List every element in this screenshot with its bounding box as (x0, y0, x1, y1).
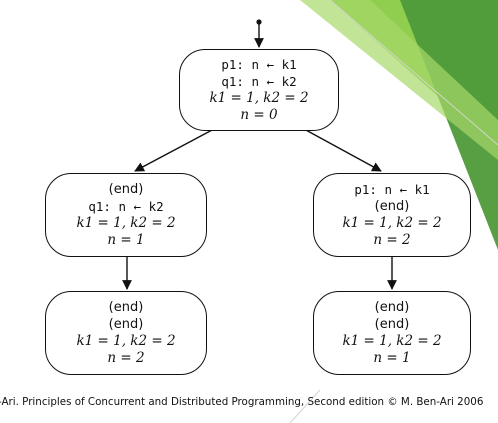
node-line: p1: n ← k1 (221, 57, 297, 72)
node-line: q1: n ← k2 (88, 199, 164, 214)
state-node-right-bottom: (end) (end) k1 = 1, k2 = 2 n = 1 (313, 291, 471, 375)
node-line: k1 = 1, k2 = 2 (76, 215, 176, 231)
node-line: k1 = 1, k2 = 2 (209, 90, 309, 106)
accent-shape-mid (300, 0, 498, 160)
state-node-root: p1: n ← k1 q1: n ← k2 k1 = 1, k2 = 2 n =… (179, 49, 339, 131)
initial-state-dot (256, 19, 262, 25)
state-node-left-middle: (end) q1: n ← k2 k1 = 1, k2 = 2 n = 1 (45, 173, 207, 257)
node-line: (end) (108, 300, 144, 315)
arrow-root-to-left (134, 128, 215, 172)
node-line: p1: n ← k1 (354, 182, 430, 197)
node-line: (end) (108, 317, 144, 332)
state-node-right-middle: p1: n ← k1 (end) k1 = 1, k2 = 2 n = 2 (313, 173, 471, 257)
node-line: (end) (108, 182, 144, 197)
node-line: (end) (374, 317, 410, 332)
node-line: k1 = 1, k2 = 2 (342, 333, 442, 349)
decorative-line (289, 389, 321, 423)
figure-caption: -Ari. Principles of Concurrent and Distr… (0, 396, 484, 408)
state-node-left-bottom: (end) (end) k1 = 1, k2 = 2 n = 2 (45, 291, 207, 375)
node-line: n = 1 (107, 232, 145, 248)
node-line: k1 = 1, k2 = 2 (342, 215, 442, 231)
node-line: q1: n ← k2 (221, 74, 297, 89)
node-line: (end) (374, 300, 410, 315)
node-line: n = 2 (107, 350, 145, 366)
node-line: n = 0 (240, 107, 278, 123)
node-line: n = 2 (373, 232, 411, 248)
node-line: (end) (374, 199, 410, 214)
arrow-root-to-right (303, 128, 382, 172)
decorative-line (329, 0, 498, 146)
node-line: k1 = 1, k2 = 2 (76, 333, 176, 349)
node-line: n = 1 (373, 350, 411, 366)
